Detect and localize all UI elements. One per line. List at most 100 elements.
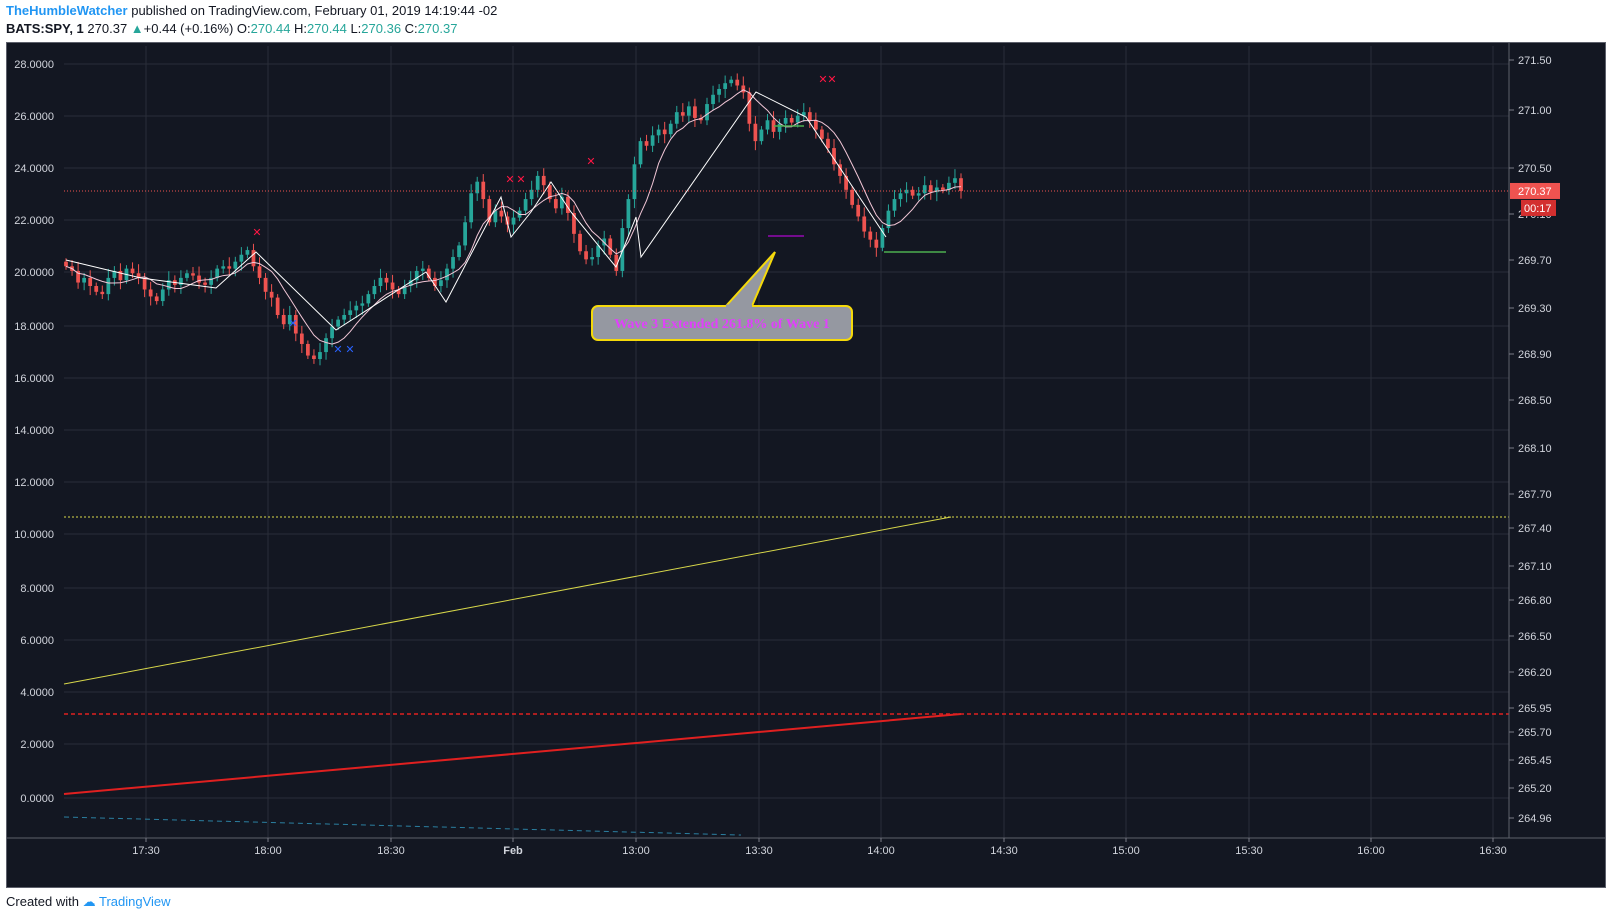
left-axis-label: 12.0000 <box>14 477 54 489</box>
candle-body <box>686 106 691 116</box>
candle-body <box>723 83 728 89</box>
candle-body <box>396 289 401 295</box>
callout-pointer <box>723 251 776 307</box>
candle-body <box>662 129 667 135</box>
candle-body <box>826 138 830 149</box>
blue-dashed-line <box>63 816 742 836</box>
callout-text: Wave 3 Extended 261.8% of Wave 1 <box>614 317 830 332</box>
candle-body <box>179 277 183 285</box>
candle-body <box>626 199 631 229</box>
candle-body <box>475 181 480 194</box>
candle-body <box>426 268 431 278</box>
candle-body <box>82 277 87 283</box>
candle-body <box>711 94 715 105</box>
candle-body <box>348 310 353 315</box>
symbol-label[interactable]: BATS:SPY, 1 <box>6 21 84 36</box>
author-link[interactable]: TheHumbleWatcher <box>6 3 128 18</box>
candle-body <box>88 277 93 287</box>
last-price-badge-label: 270.37 <box>1518 186 1552 198</box>
left-axis-label: 24.0000 <box>14 163 54 175</box>
time-axis-label: 18:00 <box>254 845 282 857</box>
candle-body <box>584 251 588 260</box>
candle-body <box>221 266 226 269</box>
red-x-marker: ✕ <box>818 73 827 86</box>
low-label: L: <box>350 21 362 36</box>
change-value: +0.44 (+0.16%) <box>143 21 234 36</box>
candlestick-chart[interactable]: ✕✕ ✕✕✕ ✕✕✕ ✕Wave 3 Extended 261.8% of Wave … <box>6 42 1606 888</box>
candle-body <box>541 175 546 186</box>
right-axis-label: 269.30 <box>1518 303 1552 315</box>
candle-body <box>233 261 238 269</box>
candle-body <box>578 233 582 252</box>
high-value: 270.44 <box>307 21 347 36</box>
candle-body <box>553 199 558 209</box>
candle-body <box>402 286 407 295</box>
candle-body <box>747 92 752 124</box>
candle-body <box>239 254 244 262</box>
candle-body <box>668 123 673 135</box>
moving-average-line <box>65 89 962 345</box>
candle-body <box>693 106 697 118</box>
candle-body <box>856 204 861 217</box>
close-label: C: <box>404 21 418 36</box>
candle-body <box>777 123 782 132</box>
tradingview-cloud-icon: ☁ <box>82 894 96 909</box>
candle-body <box>916 193 921 196</box>
candle-body <box>771 120 776 132</box>
candle-body <box>106 277 111 295</box>
countdown-badge <box>1521 199 1556 216</box>
right-axis-label: 265.95 <box>1518 703 1552 715</box>
candle-body <box>408 280 413 287</box>
candle-body <box>535 175 540 190</box>
time-axis-label: 17:30 <box>132 845 160 857</box>
candle-body <box>795 115 800 123</box>
left-axis-label: 6.0000 <box>20 635 54 647</box>
candle-body <box>336 319 341 327</box>
right-axis-label: 264.96 <box>1518 813 1552 825</box>
left-axis-label: 4.0000 <box>20 687 54 699</box>
candle-body <box>64 261 68 267</box>
left-axis-label: 10.0000 <box>14 529 54 541</box>
candle-body <box>807 112 812 121</box>
candle-body <box>765 120 770 130</box>
candle-body <box>439 280 443 287</box>
yellow-trend-line <box>63 516 952 685</box>
right-axis-label: 266.80 <box>1518 595 1552 607</box>
right-axis-label: 268.10 <box>1518 443 1552 455</box>
candle-body <box>287 314 292 325</box>
candle-body <box>729 79 734 84</box>
candle-body <box>656 129 661 136</box>
candle-body <box>717 88 721 95</box>
candle-body <box>741 85 746 93</box>
candle-body <box>203 282 207 285</box>
candle-body <box>378 277 383 287</box>
right-axis-label: 269.70 <box>1518 255 1552 267</box>
candle-body <box>148 289 153 297</box>
candle-body <box>874 239 879 248</box>
right-axis-label: 267.40 <box>1518 523 1552 535</box>
candle-body <box>953 178 957 183</box>
candle-body <box>330 326 334 339</box>
candle-body <box>487 199 492 223</box>
time-axis-label: 14:30 <box>990 845 1018 857</box>
candle-body <box>306 343 310 356</box>
candle-body <box>868 231 873 240</box>
candle-body <box>191 273 195 276</box>
candle-body <box>904 189 909 194</box>
candle-body <box>783 117 788 124</box>
callout-box <box>591 305 853 341</box>
candle-body <box>481 181 486 200</box>
right-axis-label: 268.90 <box>1518 349 1552 361</box>
countdown-label: 00:17 <box>1524 203 1552 215</box>
candle-body <box>898 193 903 200</box>
tradingview-brand-link[interactable]: TradingView <box>99 894 171 909</box>
right-axis-label: 265.45 <box>1518 755 1552 767</box>
blue-x-marker: ✕ <box>345 343 354 356</box>
right-axis-label: 267.70 <box>1518 489 1552 501</box>
candle-body <box>862 216 867 232</box>
time-axis-label: 14:00 <box>867 845 895 857</box>
left-axis-label: 18.0000 <box>14 321 54 333</box>
candle-body <box>880 228 885 248</box>
candle-body <box>372 286 377 295</box>
candle-body <box>227 266 232 269</box>
